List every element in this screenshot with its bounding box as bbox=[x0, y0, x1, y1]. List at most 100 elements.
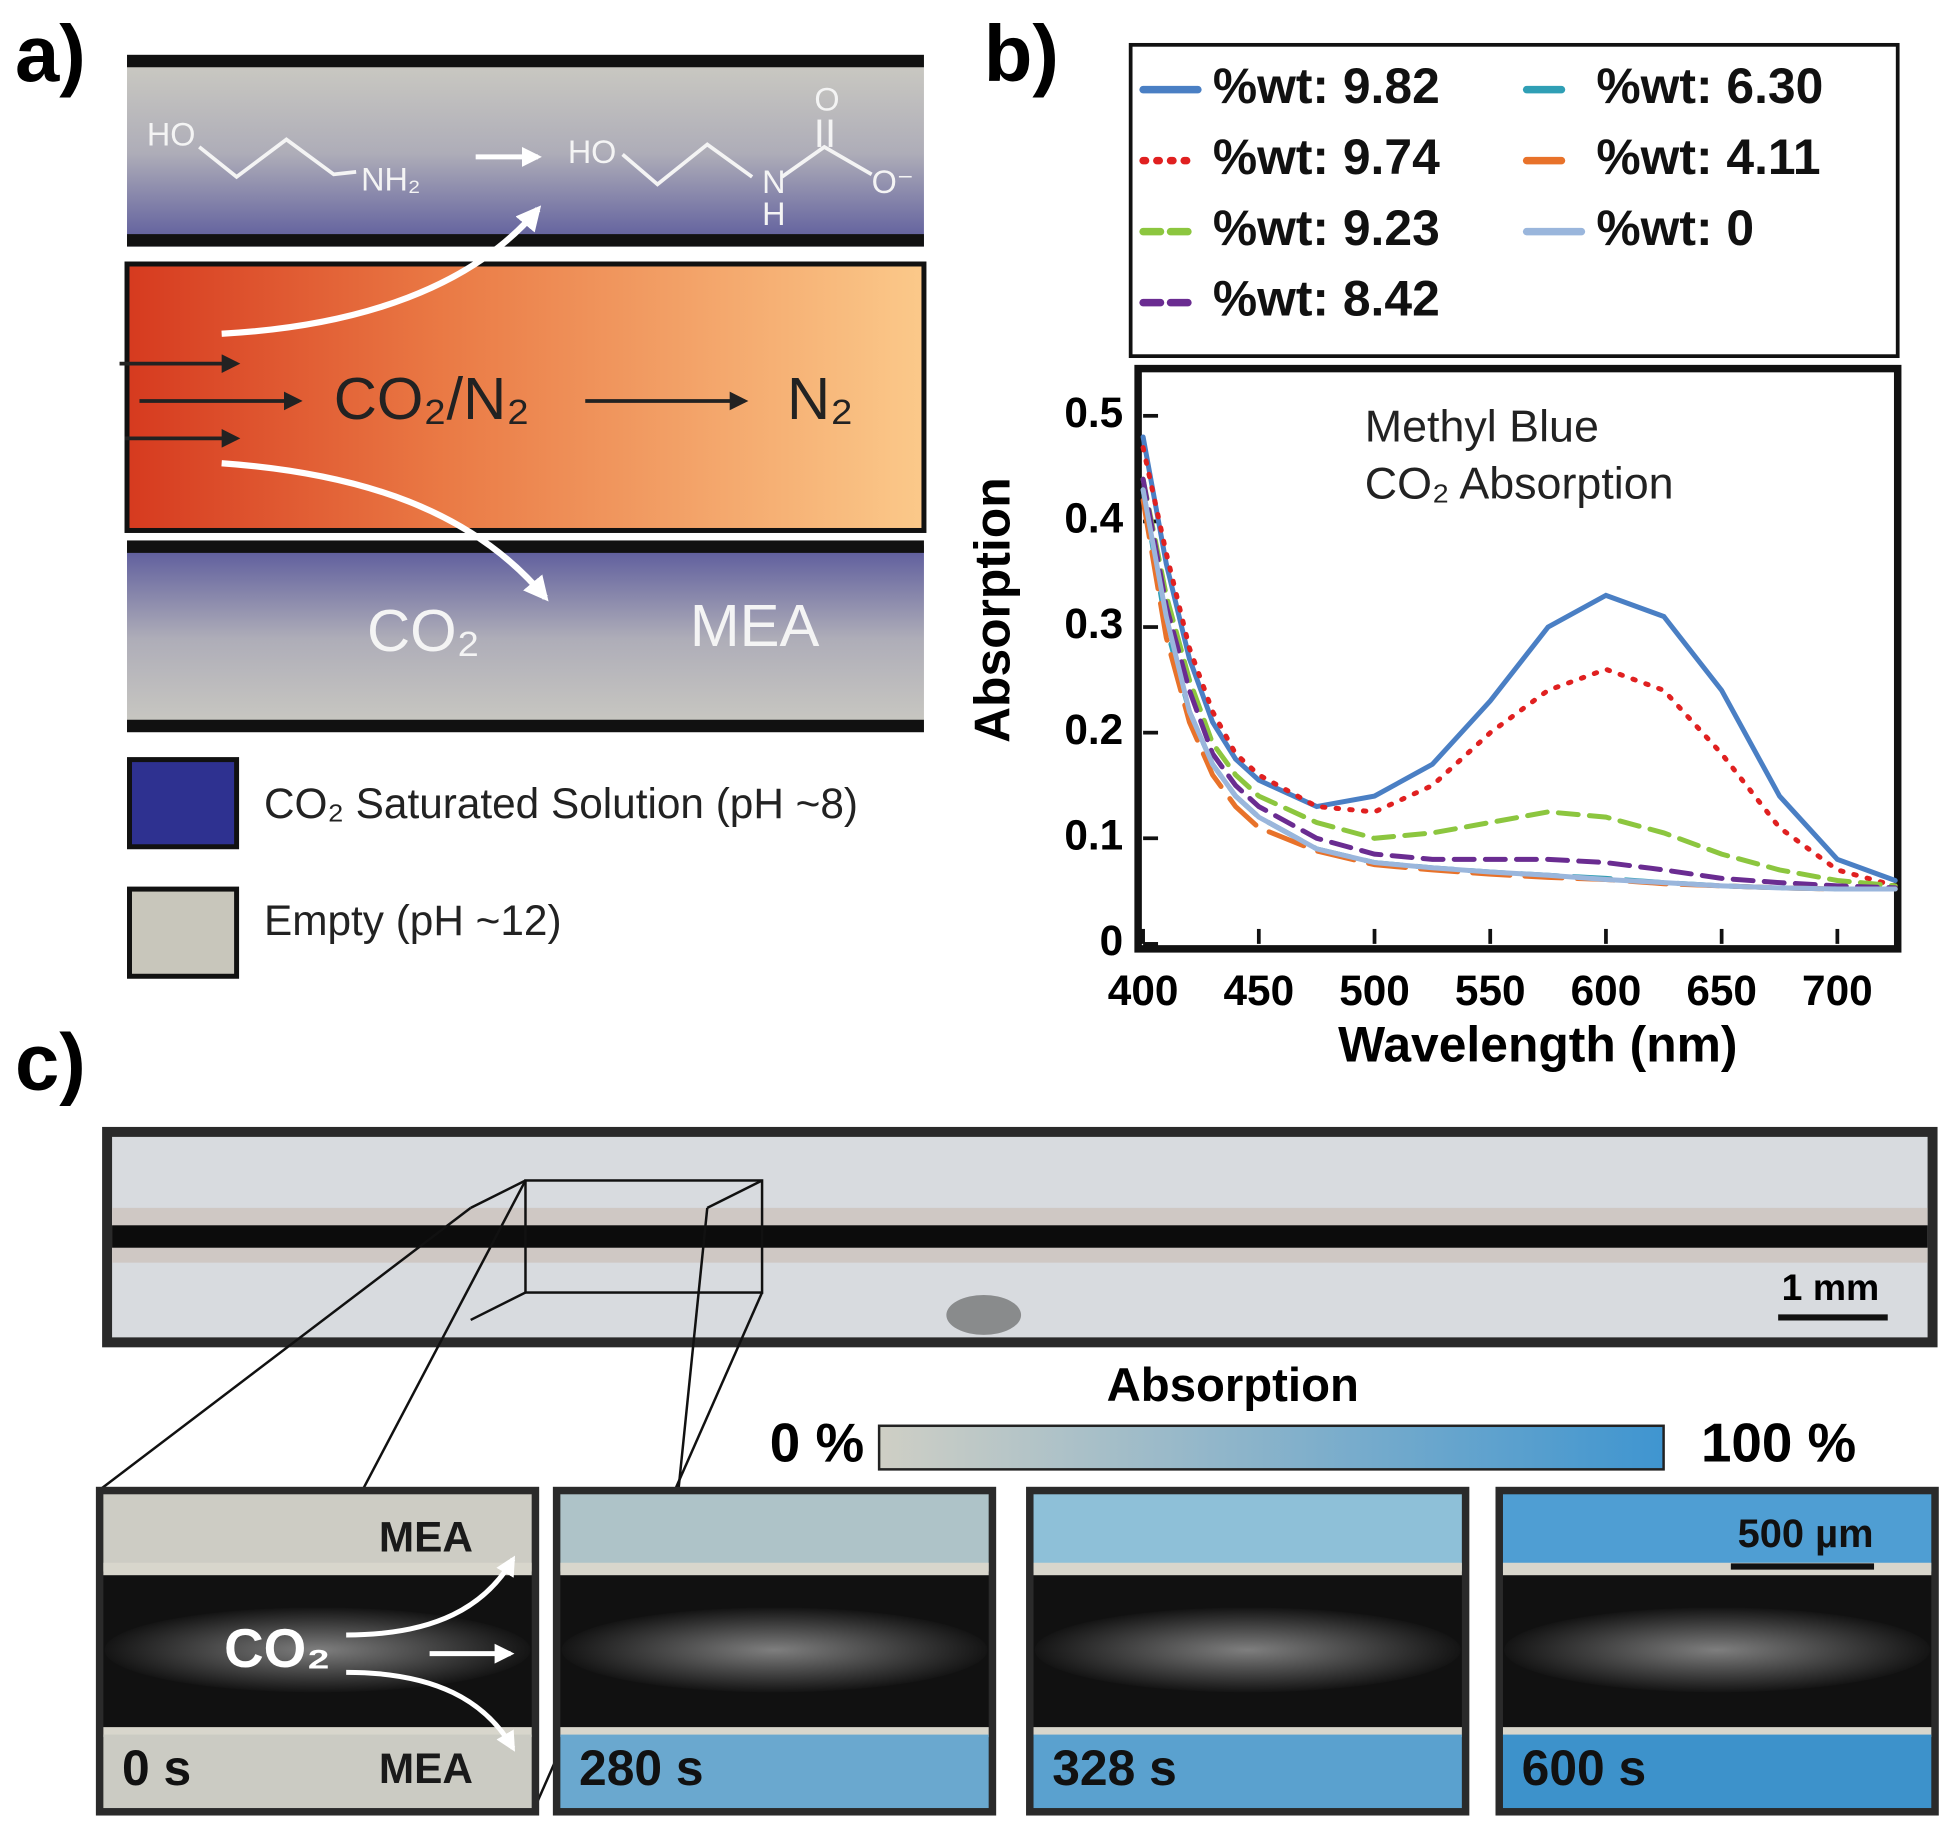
y-axis-title: Absorption bbox=[964, 477, 1020, 743]
wall bbox=[127, 54, 924, 68]
colorbar-title: Absorption bbox=[1107, 1359, 1359, 1412]
atom-label: N bbox=[762, 164, 785, 200]
channel-edge bbox=[103, 1727, 532, 1738]
series-line bbox=[1140, 434, 1898, 883]
debris bbox=[946, 1295, 1022, 1335]
time-series: 0 s 280 s 328 s 600 s MEA MEA CO₂ 500 µm bbox=[95, 1486, 1939, 1816]
series-line bbox=[1140, 476, 1898, 891]
x-tick-label: 600 bbox=[1571, 967, 1642, 1014]
y-tick-label: 0.5 bbox=[1064, 389, 1123, 436]
diffusion-arrow bbox=[221, 460, 549, 602]
mea-strip bbox=[560, 1734, 989, 1809]
atom-label: O⁻ bbox=[872, 164, 914, 200]
x-tick-label: 500 bbox=[1339, 967, 1410, 1014]
wall bbox=[127, 234, 924, 247]
legend-box bbox=[1128, 42, 1900, 359]
gas-label: CO₂ bbox=[224, 1617, 330, 1679]
gas-channel bbox=[124, 261, 927, 533]
legend-label: %wt: 9.82 bbox=[1213, 58, 1440, 114]
diffusion-arrow bbox=[346, 1669, 516, 1752]
annotation: CO₂ Absorption bbox=[1365, 459, 1674, 509]
panel-label: b) bbox=[984, 9, 1059, 98]
legend-swatch bbox=[127, 886, 240, 979]
annotation: Methyl Blue bbox=[1365, 401, 1599, 451]
y-tick-label: 0.1 bbox=[1064, 811, 1123, 858]
atom-label: H bbox=[762, 196, 785, 232]
channel-edge bbox=[1502, 1727, 1932, 1738]
x-tick-label: 650 bbox=[1686, 967, 1757, 1014]
colorbar-label: 100 % bbox=[1701, 1411, 1856, 1473]
atom-label: HO bbox=[568, 134, 617, 170]
x-tick-label: 450 bbox=[1223, 967, 1294, 1014]
y-tick-label: 0.4 bbox=[1064, 495, 1123, 542]
channel-edge bbox=[560, 1727, 989, 1738]
diffusion-arrow bbox=[221, 205, 542, 337]
wall bbox=[127, 540, 924, 553]
molecule bbox=[198, 119, 873, 187]
mea-strip bbox=[560, 1494, 989, 1572]
y-tick-label: 0.3 bbox=[1064, 600, 1123, 647]
mea-strip bbox=[1033, 1494, 1462, 1572]
channel-label: CO₂ bbox=[367, 597, 480, 664]
gas-glow bbox=[104, 1607, 531, 1693]
legend-label: %wt: 9.74 bbox=[1213, 129, 1440, 185]
panel-label: c) bbox=[15, 1017, 86, 1106]
colorbar-label: 0 % bbox=[770, 1411, 864, 1473]
gas-label: N₂ bbox=[787, 365, 853, 432]
x-tick-label: 550 bbox=[1455, 967, 1526, 1014]
legend-label: %wt: 0 bbox=[1596, 200, 1754, 256]
legend-text: CO₂ Saturated Solution (pH ~8) bbox=[264, 780, 858, 827]
chart: 0 0.1 0.2 0.3 0.4 0.5 400 450 500 550 600 650 700 Wav… bbox=[964, 58, 1902, 1073]
channel-edge bbox=[1033, 1727, 1462, 1738]
gas-glow bbox=[1504, 1607, 1931, 1693]
scale-label: 500 µm bbox=[1738, 1512, 1874, 1556]
channel-edge bbox=[103, 1562, 532, 1576]
atom-label: O bbox=[814, 82, 839, 118]
mea-strip bbox=[1033, 1734, 1462, 1809]
x-tick-label: 700 bbox=[1802, 967, 1873, 1014]
series-line bbox=[1140, 445, 1898, 889]
panel-a: a) HO NH₂ HO N H O O⁻ CO₂/N₂ N₂ CO₂ MEA … bbox=[15, 9, 927, 979]
gas-channel bbox=[112, 1225, 1928, 1248]
legend-text: Empty (pH ~12) bbox=[264, 897, 562, 944]
series-line bbox=[1140, 476, 1898, 889]
mea-strip bbox=[103, 1494, 532, 1572]
mea-strip bbox=[1502, 1734, 1932, 1809]
time-label: 600 s bbox=[1522, 1740, 1647, 1796]
channel-label: MEA bbox=[690, 592, 820, 659]
gas-glow bbox=[561, 1607, 988, 1693]
legend-swatch bbox=[127, 757, 240, 850]
colorbar bbox=[877, 1424, 1665, 1471]
time-label: 0 s bbox=[122, 1740, 191, 1796]
legend-label: %wt: 8.42 bbox=[1213, 271, 1440, 327]
panel-label: a) bbox=[15, 9, 86, 98]
series-line bbox=[1140, 487, 1898, 892]
gas-label: CO₂/N₂ bbox=[334, 365, 530, 432]
legend-label: %wt: 9.23 bbox=[1213, 200, 1440, 256]
time-label: 328 s bbox=[1052, 1740, 1177, 1796]
wall bbox=[127, 719, 924, 733]
scale-label: 1 mm bbox=[1782, 1266, 1880, 1308]
x-tick-label: 400 bbox=[1108, 967, 1179, 1014]
mea-strip bbox=[1502, 1494, 1932, 1572]
mea-strip bbox=[103, 1734, 532, 1809]
inset-label: MEA bbox=[379, 1745, 473, 1792]
gas-glow bbox=[1034, 1607, 1461, 1693]
panel-c: c) 1 mm Absorption 0 % 100 % 0 s 280 s 328… bbox=[15, 1017, 1939, 1816]
diffusion-arrow bbox=[346, 1555, 516, 1638]
legend-label: %wt: 6.30 bbox=[1596, 58, 1823, 114]
legend-label: %wt: 4.11 bbox=[1596, 129, 1820, 185]
channel-edge bbox=[1033, 1562, 1462, 1576]
atom-label: NH₂ bbox=[361, 161, 420, 197]
x-axis-title: Wavelength (nm) bbox=[1338, 1017, 1737, 1073]
plot-frame bbox=[1134, 364, 1902, 953]
inset-label: MEA bbox=[379, 1514, 473, 1561]
channel-edge bbox=[560, 1562, 989, 1576]
y-tick-label: 0.2 bbox=[1064, 706, 1123, 753]
flow-arrows bbox=[119, 354, 749, 448]
y-tick-label: 0 bbox=[1100, 917, 1124, 964]
time-label: 280 s bbox=[579, 1740, 704, 1796]
atom-label: HO bbox=[147, 117, 196, 153]
